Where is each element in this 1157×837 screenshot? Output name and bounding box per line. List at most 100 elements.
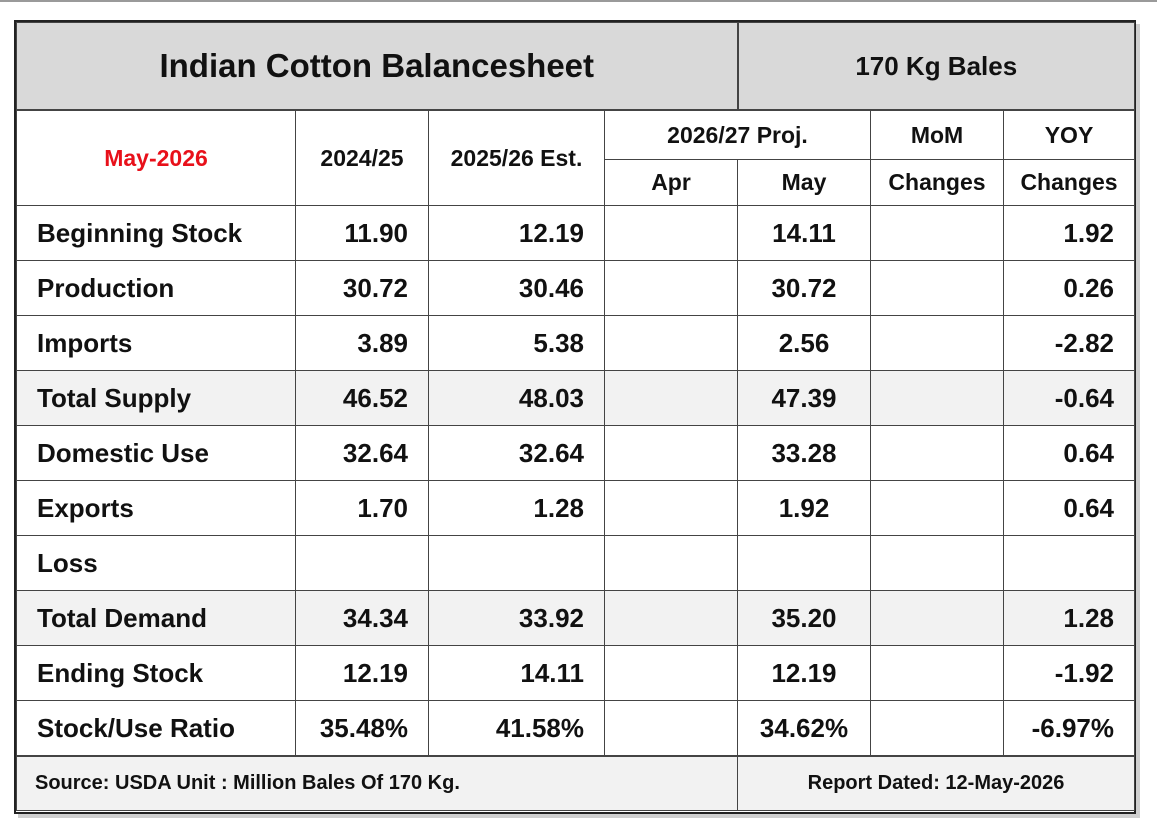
value-mom [870,370,1004,426]
value-may: 30.72 [737,260,871,316]
title-row: Indian Cotton Balancesheet 170 Kg Bales [16,22,1136,111]
value-mom [870,480,1004,536]
value-2025: 12.19 [428,205,605,261]
value-may [737,535,871,591]
sheet-title: Indian Cotton Balancesheet [16,22,739,111]
value-apr [604,370,738,426]
row-label: Domestic Use [16,425,296,481]
value-apr [604,645,738,701]
row-label: Ending Stock [16,645,296,701]
row-label: Imports [16,315,296,371]
report-date: Report Dated: 12-May-2026 [736,755,1136,811]
header-2025: 2025/26 Est. [428,109,605,206]
table-row: Beginning Stock 11.90 12.19 14.11 1.92 [16,205,1136,261]
header-projection: 2026/27 Proj. [604,109,871,160]
value-yoy: -2.82 [1002,315,1136,371]
top-divider [0,0,1157,2]
table-row: Total Supply 46.52 48.03 47.39 -0.64 [16,370,1136,426]
table-row: Ending Stock 12.19 14.11 12.19 -1.92 [16,645,1136,701]
header-mom: MoM [870,109,1004,160]
header-mom-changes: Changes [870,159,1004,206]
table-row: Total Demand 34.34 33.92 35.20 1.28 [16,590,1136,646]
value-yoy: 0.64 [1002,425,1136,481]
value-yoy: -6.97% [1002,700,1136,757]
value-2025: 14.11 [428,645,605,701]
value-2024: 46.52 [295,370,429,426]
header-yoy-changes: Changes [1002,159,1136,206]
value-2024 [295,535,429,591]
value-yoy: 0.26 [1002,260,1136,316]
value-yoy [1002,535,1136,591]
value-apr [604,315,738,371]
value-2025: 41.58% [428,700,605,757]
header-yoy: YOY [1002,109,1136,160]
value-may: 12.19 [737,645,871,701]
value-may: 35.20 [737,590,871,646]
header-2024: 2024/25 [295,109,429,206]
source-note: Source: USDA Unit : Million Bales Of 170… [16,755,738,811]
row-label: Exports [16,480,296,536]
table-row: Loss [16,535,1136,591]
value-apr [604,590,738,646]
value-may: 47.39 [737,370,871,426]
value-apr [604,425,738,481]
value-mom [870,260,1004,316]
value-may: 1.92 [737,480,871,536]
value-2025: 32.64 [428,425,605,481]
value-yoy: 1.28 [1002,590,1136,646]
table-row: Production 30.72 30.46 30.72 0.26 [16,260,1136,316]
value-mom [870,535,1004,591]
value-2025: 1.28 [428,480,605,536]
value-mom [870,590,1004,646]
value-apr [604,260,738,316]
month-label: May-2026 [16,109,296,206]
table-row: Exports 1.70 1.28 1.92 0.64 [16,480,1136,536]
header-apr: Apr [604,159,738,206]
value-may: 34.62% [737,700,871,757]
value-mom [870,205,1004,261]
value-may: 33.28 [737,425,871,481]
value-2024: 34.34 [295,590,429,646]
value-mom [870,425,1004,481]
row-label: Loss [16,535,296,591]
balance-table: Indian Cotton Balancesheet 170 Kg Bales … [16,22,1136,811]
unit-label: 170 Kg Bales [736,22,1136,111]
value-apr [604,480,738,536]
value-yoy: 1.92 [1002,205,1136,261]
row-label: Total Supply [16,370,296,426]
value-mom [870,645,1004,701]
header-may: May [737,159,871,206]
value-2025: 33.92 [428,590,605,646]
value-apr [604,700,738,757]
value-apr [604,535,738,591]
value-2024: 1.70 [295,480,429,536]
table-row: Imports 3.89 5.38 2.56 -2.82 [16,315,1136,371]
value-2025: 5.38 [428,315,605,371]
value-2025 [428,535,605,591]
value-yoy: 0.64 [1002,480,1136,536]
value-mom [870,315,1004,371]
value-2024: 30.72 [295,260,429,316]
value-2024: 35.48% [295,700,429,757]
value-mom [870,700,1004,757]
value-2024: 12.19 [295,645,429,701]
row-label: Stock/Use Ratio [16,700,296,757]
value-2025: 48.03 [428,370,605,426]
header-row-1: May-2026 2024/25 2025/26 Est. 2026/27 Pr… [16,109,1136,206]
value-may: 2.56 [737,315,871,371]
table-row: Stock/Use Ratio 35.48% 41.58% 34.62% -6.… [16,700,1136,757]
row-label: Production [16,260,296,316]
row-label: Total Demand [16,590,296,646]
footer-row: Source: USDA Unit : Million Bales Of 170… [16,755,1136,811]
value-yoy: -1.92 [1002,645,1136,701]
value-2024: 32.64 [295,425,429,481]
value-yoy: -0.64 [1002,370,1136,426]
value-2024: 11.90 [295,205,429,261]
value-may: 14.11 [737,205,871,261]
balance-sheet: Indian Cotton Balancesheet 170 Kg Bales … [14,20,1136,814]
table-row: Domestic Use 32.64 32.64 33.28 0.64 [16,425,1136,481]
value-2024: 3.89 [295,315,429,371]
value-apr [604,205,738,261]
row-label: Beginning Stock [16,205,296,261]
value-2025: 30.46 [428,260,605,316]
